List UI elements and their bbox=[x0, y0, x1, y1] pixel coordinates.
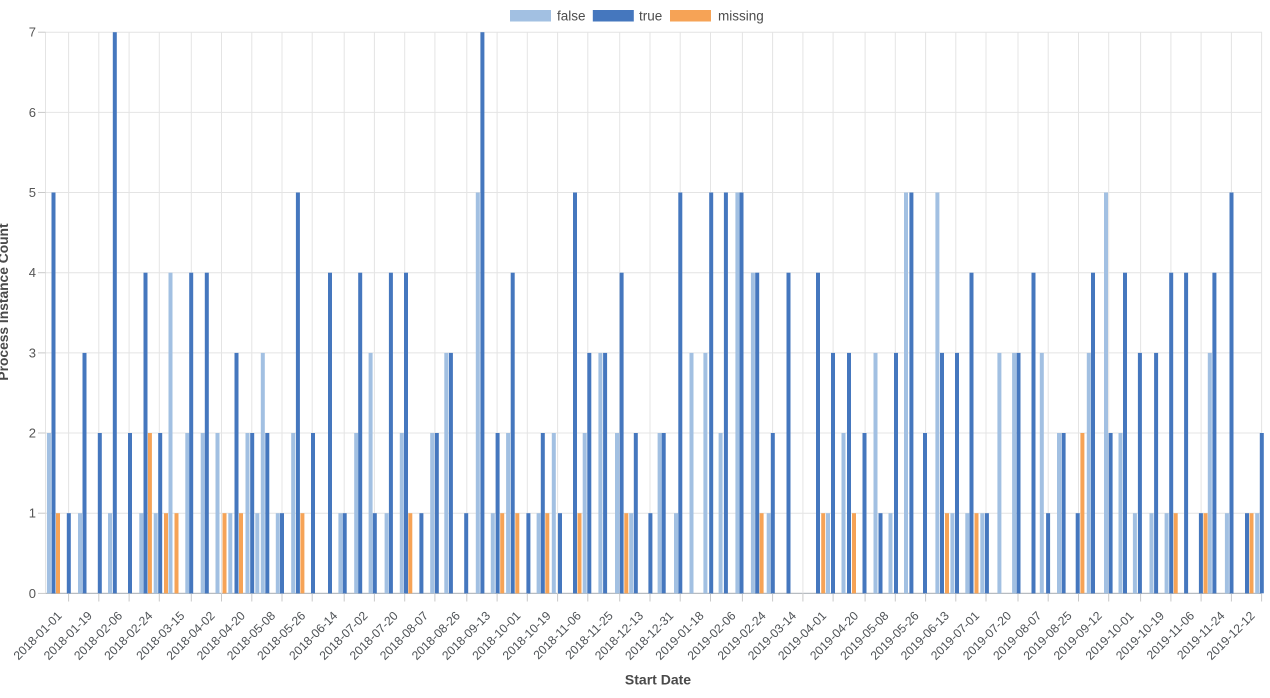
svg-text:true: true bbox=[639, 9, 662, 24]
svg-text:missing: missing bbox=[718, 9, 764, 24]
svg-text:false: false bbox=[557, 9, 586, 24]
svg-text:5: 5 bbox=[29, 185, 36, 200]
svg-text:3: 3 bbox=[29, 345, 36, 360]
svg-text:1: 1 bbox=[29, 506, 36, 521]
svg-text:6: 6 bbox=[29, 105, 36, 120]
svg-text:Process Instance Count: Process Instance Count bbox=[0, 223, 11, 381]
svg-text:Start Date: Start Date bbox=[625, 672, 691, 688]
svg-text:4: 4 bbox=[29, 265, 36, 280]
svg-text:7: 7 bbox=[29, 25, 36, 40]
svg-text:2: 2 bbox=[29, 426, 36, 441]
svg-text:0: 0 bbox=[29, 586, 36, 601]
